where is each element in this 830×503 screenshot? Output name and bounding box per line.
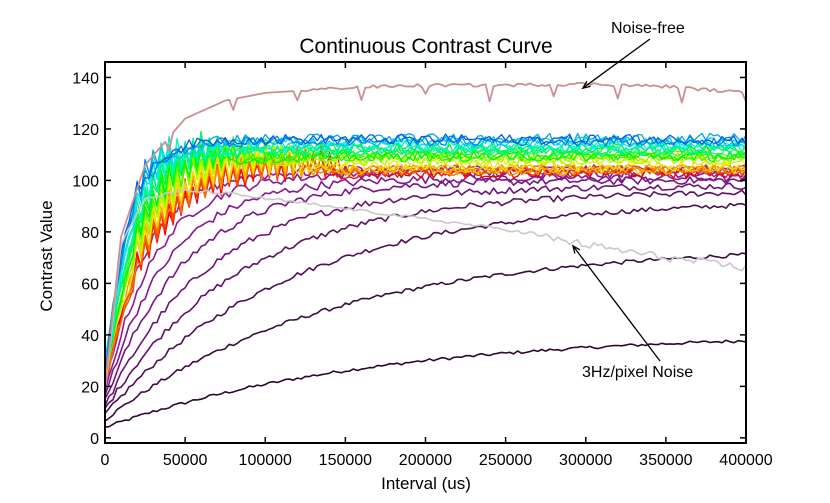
series-line-purple-4 bbox=[104, 182, 747, 407]
x-tick-label: 150000 bbox=[319, 452, 372, 469]
x-tick-label: 400000 bbox=[719, 452, 772, 469]
annotation-layer: Noise-free 3Hz/pixel Noise bbox=[571, 20, 693, 381]
series-line-colored-8 bbox=[104, 136, 747, 381]
ticks-layer: 0 50000 100000 150000 200000 250000 300000 3500… bbox=[72, 62, 773, 469]
y-tick-label: 120 bbox=[72, 122, 99, 139]
y-tick-label: 40 bbox=[81, 328, 99, 345]
series-layer bbox=[104, 82, 747, 428]
series-line-purple-2 bbox=[104, 202, 747, 415]
x-tick-label: 50000 bbox=[163, 452, 208, 469]
x-axis-label: Interval (us) bbox=[381, 474, 471, 493]
series-line-purple-5 bbox=[104, 176, 747, 400]
y-tick-label: 140 bbox=[72, 70, 99, 87]
series-line-colored-1 bbox=[104, 148, 747, 383]
series-line-3hz-noise bbox=[104, 188, 747, 391]
annotation-noise-free-label: Noise-free bbox=[611, 20, 685, 37]
y-tick-label: 80 bbox=[81, 225, 99, 242]
annotation-3hz-noise-arrow bbox=[572, 245, 661, 362]
series-line-colored-22 bbox=[104, 135, 747, 381]
series-line-purple-0 bbox=[104, 339, 747, 428]
chart-title: Continuous Contrast Curve bbox=[299, 35, 552, 58]
series-line-colored-18 bbox=[104, 137, 747, 375]
x-tick-label: 350000 bbox=[639, 452, 692, 469]
series-line-noise-free bbox=[104, 82, 747, 387]
y-tick-label: 100 bbox=[72, 173, 99, 190]
annotation-3hz-noise-arrowhead bbox=[571, 244, 581, 254]
y-tick-label: 0 bbox=[90, 431, 99, 448]
y-tick-label: 20 bbox=[81, 379, 99, 396]
series-line-colored-13 bbox=[104, 145, 747, 387]
series-line-colored-23 bbox=[104, 133, 747, 386]
x-tick-label: 300000 bbox=[559, 452, 612, 469]
series-line-colored-4 bbox=[104, 146, 747, 372]
annotation-3hz-noise-label: 3Hz/pixel Noise bbox=[582, 364, 693, 381]
y-axis-label: Contrast Value bbox=[37, 200, 56, 311]
x-tick-label: 250000 bbox=[479, 452, 532, 469]
series-line-purple-1 bbox=[104, 252, 747, 422]
annotation-noise-free-arrowhead bbox=[581, 80, 591, 90]
annotation-noise-free-arrow bbox=[582, 38, 651, 89]
x-tick-label: 0 bbox=[101, 452, 110, 469]
y-tick-label: 60 bbox=[81, 276, 99, 293]
x-tick-label: 100000 bbox=[239, 452, 292, 469]
series-line-purple-3 bbox=[104, 189, 747, 409]
x-tick-label: 200000 bbox=[399, 452, 452, 469]
